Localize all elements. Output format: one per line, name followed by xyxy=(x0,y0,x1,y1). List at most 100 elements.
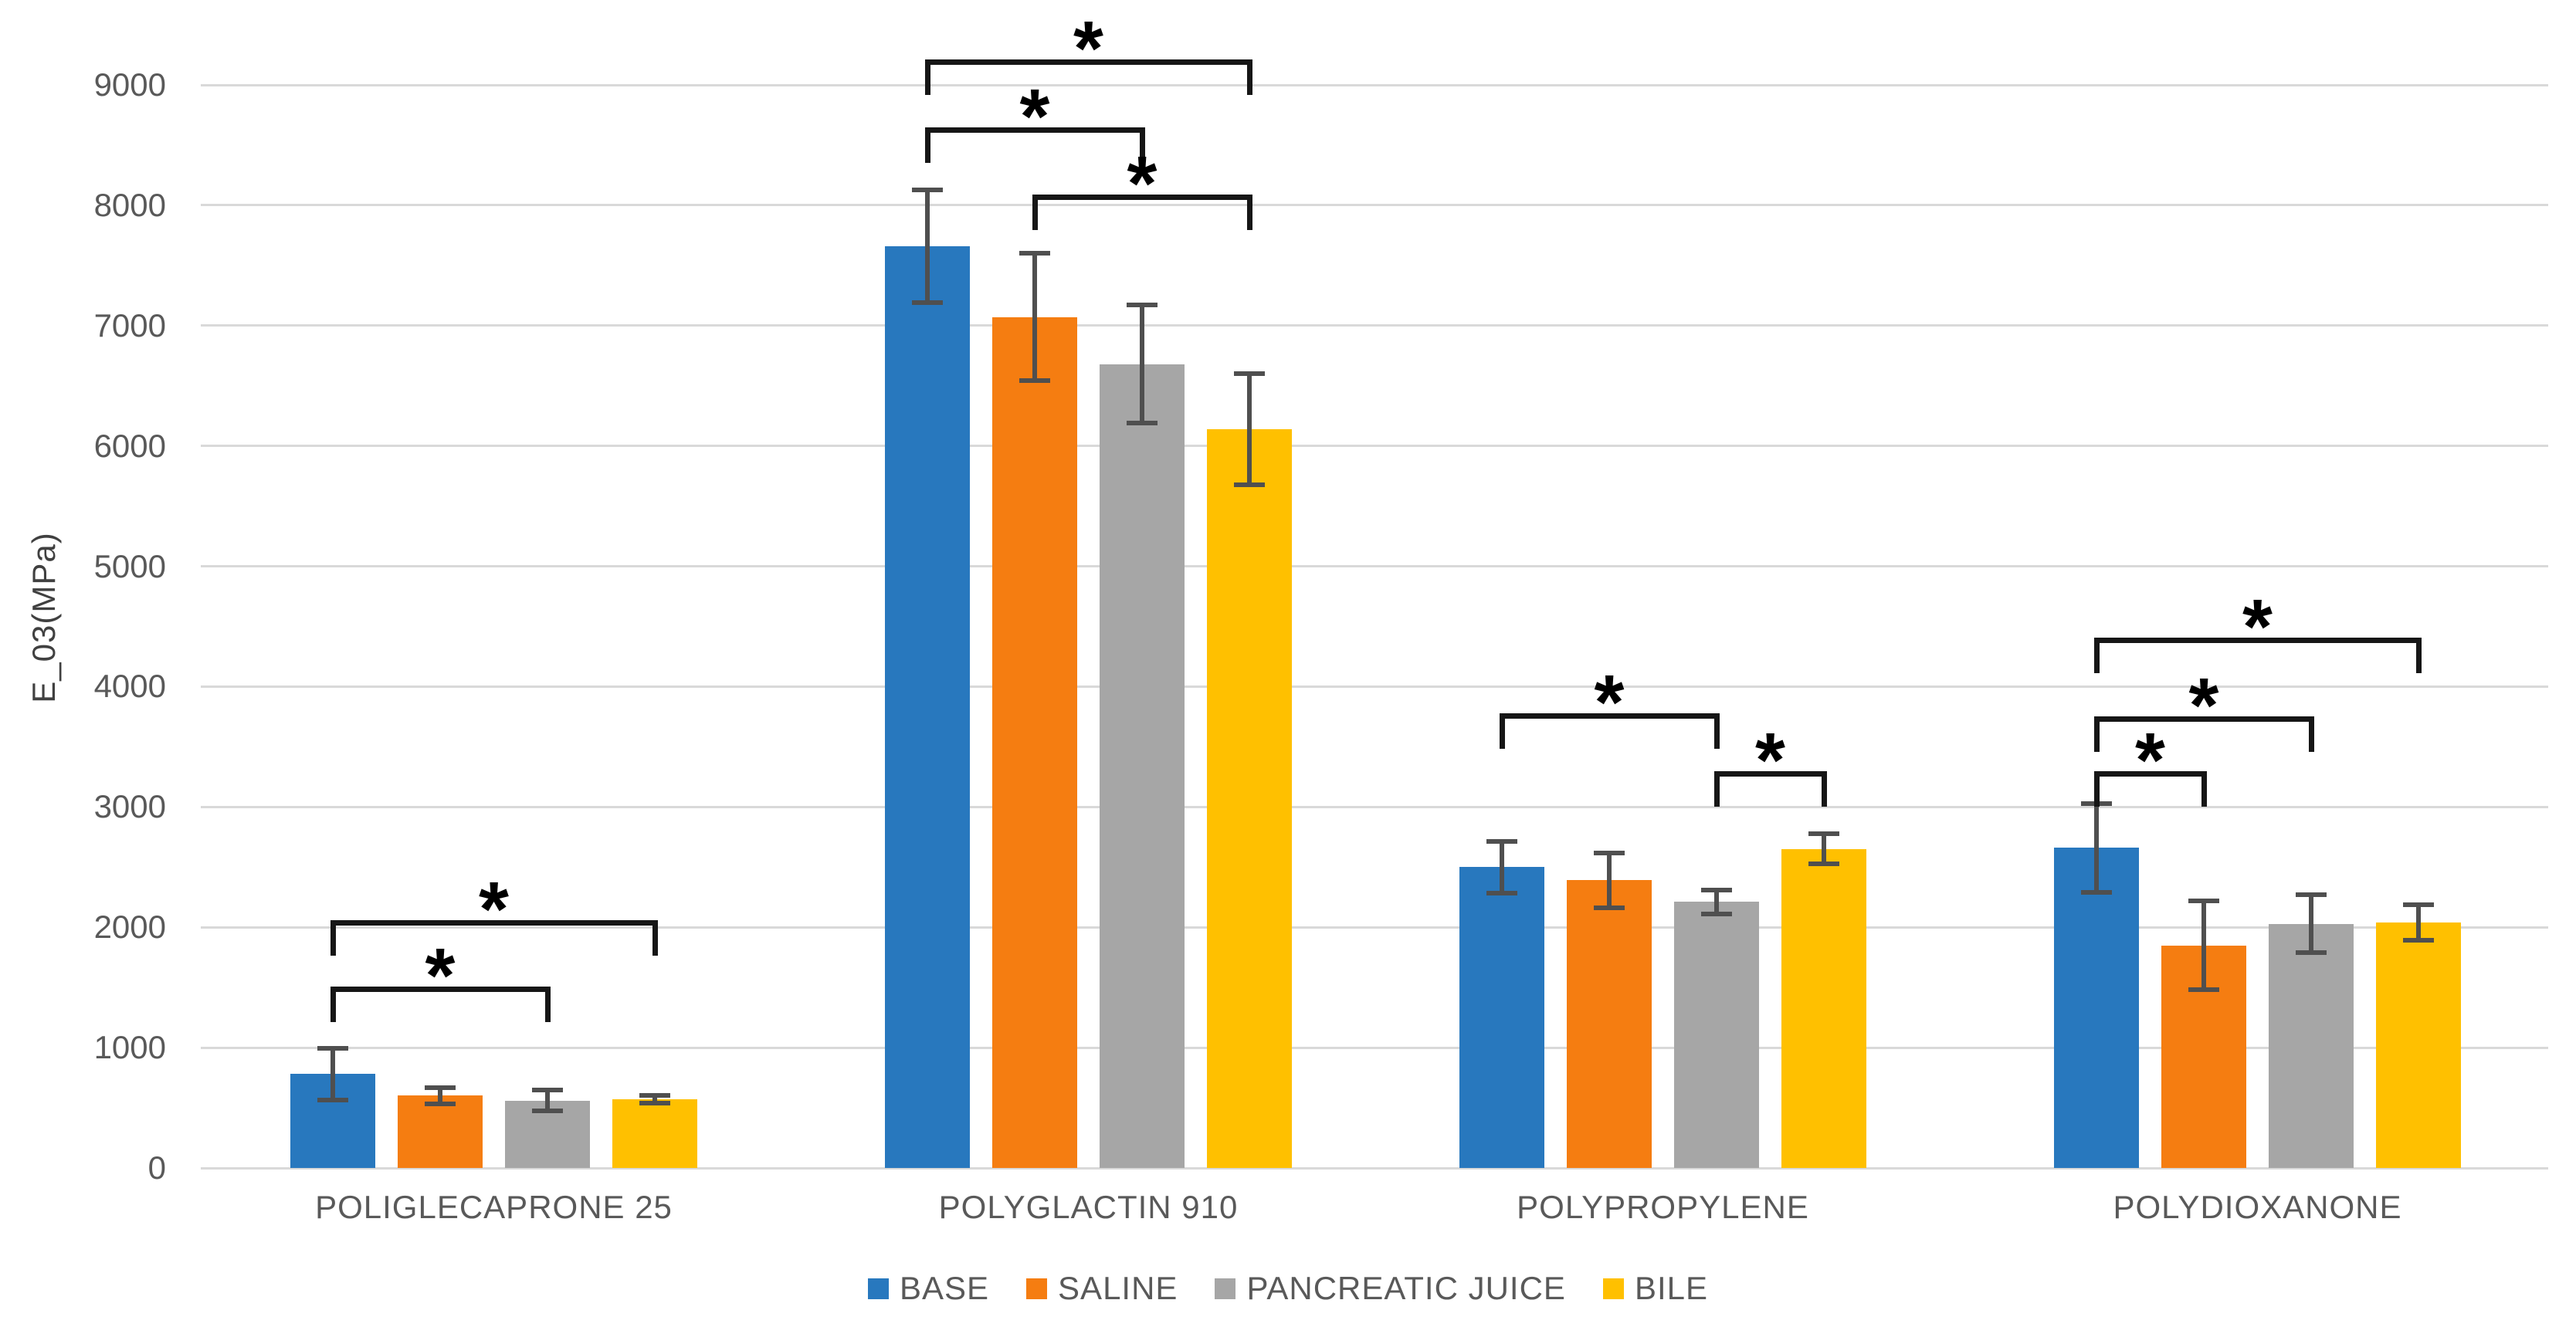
gridline xyxy=(201,324,2548,327)
significance-bracket-line xyxy=(924,127,1145,133)
error-bar xyxy=(438,1088,442,1104)
legend-swatch xyxy=(1026,1278,1048,1299)
error-bar xyxy=(1140,305,1144,424)
bar xyxy=(1100,364,1185,1168)
significance-bracket-tick xyxy=(2201,771,2207,807)
category-label: POLYDIOXANONE xyxy=(2113,1189,2402,1225)
error-bar xyxy=(652,1095,657,1103)
significance-bracket-line xyxy=(1713,770,1827,777)
error-bar-cap xyxy=(639,1100,670,1105)
legend-item: BILE xyxy=(1602,1270,1708,1307)
error-bar-cap xyxy=(639,1093,670,1098)
error-bar-cap xyxy=(912,300,943,306)
error-bar-cap xyxy=(1234,371,1265,377)
bar xyxy=(2054,848,2139,1168)
significance-bracket-tick xyxy=(924,127,930,163)
error-bar-cap xyxy=(2403,937,2434,943)
error-bar-cap xyxy=(425,1085,456,1091)
significance-bracket-line xyxy=(330,986,551,992)
error-bar xyxy=(1032,253,1037,381)
y-axis-tick-label: 4000 xyxy=(93,668,166,705)
error-bar xyxy=(2201,900,2206,990)
significance-asterisk: * xyxy=(2135,717,2165,804)
bar xyxy=(1567,880,1652,1168)
significance-bracket-line xyxy=(1032,194,1252,200)
legend-swatch xyxy=(1215,1278,1236,1299)
y-axis-tick-label: 3000 xyxy=(93,788,166,825)
bar xyxy=(2269,923,2354,1168)
significance-bracket-tick xyxy=(1821,770,1827,807)
error-bar-cap xyxy=(2403,902,2434,908)
significance-asterisk: * xyxy=(1594,658,1625,746)
error-bar-cap xyxy=(912,187,943,192)
significance-bracket-line xyxy=(2093,716,2314,723)
significance-bracket-tick xyxy=(330,919,336,956)
error-bar-cap xyxy=(532,1088,563,1093)
error-bar-cap xyxy=(2188,898,2219,903)
legend-item: PANCREATIC JUICE xyxy=(1215,1270,1565,1307)
significance-bracket-tick xyxy=(1713,713,1720,749)
error-bar-cap xyxy=(1127,303,1158,308)
gridline xyxy=(201,685,2548,688)
gridline xyxy=(201,204,2548,207)
gridline xyxy=(201,805,2548,808)
bar xyxy=(1459,867,1544,1168)
category-label: POLYPROPYLENE xyxy=(1517,1189,1809,1225)
y-axis-tick-label: 0 xyxy=(147,1149,166,1186)
legend-swatch xyxy=(1602,1278,1624,1299)
error-bar xyxy=(1500,841,1504,893)
legend-label: BILE xyxy=(1634,1270,1708,1306)
significance-bracket-line xyxy=(330,919,658,926)
significance-bracket-tick xyxy=(1032,194,1038,230)
significance-bracket-tick xyxy=(1713,770,1720,807)
bar xyxy=(2376,922,2461,1168)
error-bar-cap xyxy=(2081,890,2112,895)
category-label: POLYGLACTIN 910 xyxy=(938,1189,1239,1225)
y-axis-tick-label: 2000 xyxy=(93,909,166,946)
bar xyxy=(612,1099,697,1168)
gridline xyxy=(201,1046,2548,1049)
error-bar-cap xyxy=(1808,831,1839,837)
error-bar-cap xyxy=(2188,987,2219,993)
significance-bracket-tick xyxy=(2308,716,2314,753)
y-axis-tick-label: 8000 xyxy=(93,186,166,223)
y-axis-tick-label: 9000 xyxy=(93,66,166,103)
error-bar xyxy=(1822,834,1826,865)
error-bar-cap xyxy=(425,1101,456,1106)
category-label: POLIGLECAPRONE 25 xyxy=(315,1189,673,1225)
bar xyxy=(398,1095,483,1168)
significance-bracket-tick xyxy=(1499,713,1505,749)
y-axis-tick-label: 7000 xyxy=(93,306,166,344)
error-bar-cap xyxy=(1486,838,1517,844)
bar xyxy=(992,317,1077,1168)
gridline xyxy=(201,565,2548,568)
significance-asterisk: * xyxy=(1755,716,1785,804)
gridline xyxy=(201,1166,2548,1170)
significance-asterisk: * xyxy=(425,932,456,1019)
significance-bracket-tick xyxy=(2415,637,2422,673)
error-bar xyxy=(925,189,930,303)
legend-label: PANCREATIC JUICE xyxy=(1246,1270,1566,1306)
error-bar xyxy=(1607,853,1612,908)
significance-bracket-tick xyxy=(1246,59,1252,96)
error-bar-cap xyxy=(1019,251,1050,256)
significance-bracket-tick xyxy=(1246,194,1252,230)
error-bar xyxy=(545,1090,550,1111)
legend-swatch xyxy=(867,1278,889,1299)
legend-item: BASE xyxy=(867,1270,989,1307)
bar xyxy=(1781,848,1866,1168)
significance-bracket-tick xyxy=(330,986,336,1022)
significance-bracket-tick xyxy=(2093,637,2100,673)
chart-legend: BASE SALINE PANCREATIC JUICE BILE xyxy=(0,1270,2576,1307)
significance-bracket-line xyxy=(2093,637,2422,643)
error-bar-cap xyxy=(1127,421,1158,426)
bar xyxy=(1207,428,1292,1168)
legend-item: SALINE xyxy=(1026,1270,1178,1307)
error-bar xyxy=(1247,374,1252,485)
error-bar-cap xyxy=(317,1045,348,1051)
error-bar xyxy=(330,1048,335,1100)
error-bar xyxy=(2309,895,2313,953)
error-bar xyxy=(2416,905,2421,940)
significance-asterisk: * xyxy=(479,865,509,953)
